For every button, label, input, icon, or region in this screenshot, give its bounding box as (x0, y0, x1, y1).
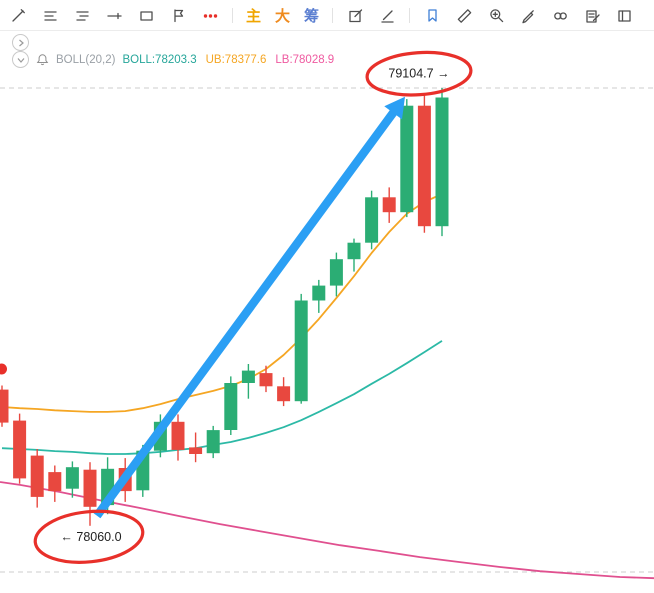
chips-button[interactable]: 筹 (304, 7, 320, 25)
flag-tool-button[interactable] (168, 5, 188, 25)
indicator-name[interactable]: BOLL(20,2) (56, 53, 116, 66)
lines-tool-button[interactable] (40, 5, 60, 25)
high-price-label: 79104.7 → (388, 67, 449, 81)
low-circle-annotation[interactable] (33, 506, 146, 567)
trend-arrow-annotation[interactable] (93, 96, 405, 519)
channels-tool-button[interactable] (72, 5, 92, 25)
panel-button[interactable] (614, 5, 634, 25)
low-price-label: ← 78060.0 (60, 530, 121, 544)
brush-tool-button[interactable] (377, 5, 397, 25)
expand-panel-button[interactable] (12, 34, 29, 51)
high-circle-annotation[interactable] (365, 49, 473, 98)
indicator-values: BOLL:78203.3 UB:78377.6 LB:78028.9 (122, 54, 334, 66)
indicator-legend: BOLL(20,2) BOLL:78203.3 UB:78377.6 LB:7802… (12, 51, 334, 68)
drawing-toolbar: 主大筹 (0, 0, 654, 31)
panel-header (12, 34, 29, 51)
boll-upper-line (1, 193, 443, 413)
pen-tool-button[interactable] (518, 5, 538, 25)
notes-button[interactable] (582, 5, 602, 25)
candles (0, 88, 449, 526)
toolbar-separator (232, 7, 233, 23)
zoom-in-button[interactable] (486, 5, 506, 25)
shapes-tool-button[interactable] (136, 5, 156, 25)
boll-lb-value: LB:78028.9 (275, 53, 335, 66)
alert-bell-icon[interactable] (36, 53, 49, 66)
continuous-draw-button[interactable] (200, 5, 220, 25)
boll-mid-value: BOLL:78203.3 (122, 53, 197, 66)
hline-tool-button[interactable] (104, 5, 124, 25)
large-orders-button[interactable]: 大 (275, 7, 291, 25)
toolbar-separator (332, 7, 334, 23)
chevron-down-icon (17, 57, 24, 63)
boll-ub-value: UB:78377.6 (205, 53, 267, 66)
measure-tool-button[interactable] (454, 5, 474, 25)
bookmark-button[interactable] (422, 5, 442, 25)
compare-tool-button[interactable] (550, 5, 570, 25)
edit-annotation-button[interactable] (345, 5, 365, 25)
draw-tool-button[interactable] (8, 5, 28, 25)
collapse-indicator-button[interactable] (12, 51, 29, 68)
toolbar-separator (409, 7, 411, 23)
boll-middle-line (1, 340, 443, 455)
left-edge-marker-dot (0, 363, 7, 375)
main-chart-button[interactable]: 主 (246, 7, 262, 25)
chevron-right-icon (18, 39, 24, 46)
